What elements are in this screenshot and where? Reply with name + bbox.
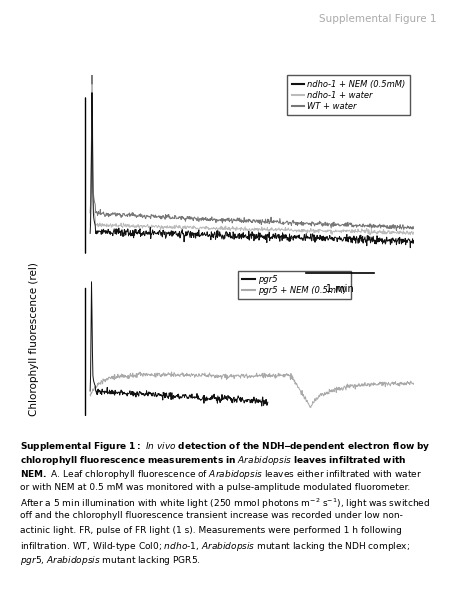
Text: $\mathit{pgr5}$, $\mathit{Arabidopsis}$ mutant lacking PGR5.: $\mathit{pgr5}$, $\mathit{Arabidopsis}$ … [20, 554, 201, 567]
Text: actinic light. FR, pulse of FR light (1 s). Measurements were performed 1 h foll: actinic light. FR, pulse of FR light (1 … [20, 526, 402, 535]
Text: $\mathbf{Supplemental\ Figure\ 1:}$ $\mathit{In\ vivo}$ $\mathbf{detection\ of\ : $\mathbf{Supplemental\ Figure\ 1:}$ $\ma… [20, 440, 431, 453]
Text: $\mathbf{NEM.}$ A. Leaf chlorophyll fluorescence of $\mathit{Arabidopsis}$ leave: $\mathbf{NEM.}$ A. Leaf chlorophyll fluo… [20, 469, 422, 481]
Legend: ndho-1 + NEM (0.5mM), ndho-1 + water, WT + water: ndho-1 + NEM (0.5mM), ndho-1 + water, WT… [288, 76, 410, 115]
Text: Chlorophyll fluorescence (rel): Chlorophyll fluorescence (rel) [29, 262, 39, 416]
Text: Supplemental Figure 1: Supplemental Figure 1 [319, 14, 436, 24]
Text: $\mathbf{chlorophyll\ fluorescence\ measurements\ in}$ $\mathit{Arabidopsis}$ $\: $\mathbf{chlorophyll\ fluorescence\ meas… [20, 454, 406, 467]
Text: After a 5 min illumination with white light (250 mmol photons m$^{-2}$ s$^{-1}$): After a 5 min illumination with white li… [20, 497, 430, 511]
Text: or with NEM at 0.5 mM was monitored with a pulse-amplitude modulated fluorometer: or with NEM at 0.5 mM was monitored with… [20, 482, 410, 492]
Text: 1 min: 1 min [326, 284, 354, 294]
Text: off and the chlorophyll fluorescence transient increase was recorded under low n: off and the chlorophyll fluorescence tra… [20, 511, 403, 520]
Legend: pgr5, pgr5 + NEM (0.5mM): pgr5, pgr5 + NEM (0.5mM) [238, 271, 351, 299]
Text: infiltration. WT, Wild-type Col0; $\mathit{ndho}$-$\mathit{1}$, $\mathit{Arabido: infiltration. WT, Wild-type Col0; $\math… [20, 540, 410, 553]
